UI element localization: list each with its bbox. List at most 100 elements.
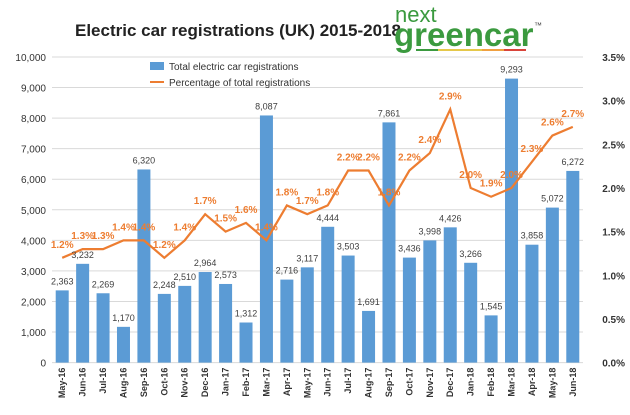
legend-bar-label: Total electric car registrations (169, 62, 299, 73)
line-data-label: 1.4% (255, 222, 278, 233)
bar-data-label: 2,510 (173, 272, 196, 282)
x-tick-label: Jun-17 (323, 368, 333, 397)
bar (55, 290, 69, 363)
x-tick-label: Feb-18 (486, 368, 496, 397)
bar (219, 283, 233, 363)
x-tick-label: Feb-17 (241, 368, 251, 397)
line-data-label: 2.7% (561, 109, 584, 120)
bar-data-label: 6,320 (133, 155, 156, 165)
bar (76, 263, 90, 363)
x-tick-label: Jan-18 (466, 368, 476, 397)
bar (362, 310, 376, 363)
right-tick-label: 1.0% (602, 271, 625, 282)
line-data-label: 1.7% (296, 196, 319, 207)
bar (464, 262, 478, 363)
bar (505, 78, 519, 363)
x-tick-label: Sep-17 (384, 368, 394, 398)
x-tick-label: Oct-16 (159, 368, 169, 396)
right-tick-label: 3.5% (602, 53, 625, 64)
bar-data-label: 8,087 (255, 101, 278, 111)
x-tick-label: Jul-16 (98, 368, 108, 394)
bar (300, 267, 314, 363)
bar (525, 244, 539, 363)
x-tick-label: Aug-17 (364, 368, 374, 399)
bar-data-label: 2,248 (153, 280, 176, 290)
bar-data-label: 3,232 (71, 250, 94, 260)
bar (484, 315, 498, 363)
x-tick-label: May-18 (547, 368, 557, 399)
logo-bar-orange (482, 49, 504, 51)
bar-data-label: 3,117 (296, 253, 318, 263)
x-tick-label: Nov-16 (180, 368, 190, 398)
x-tick-label: Jun-16 (78, 368, 88, 397)
line-data-label: 2.6% (541, 118, 564, 129)
bar (157, 293, 171, 363)
bar (198, 272, 212, 363)
bar-data-label: 9,293 (500, 65, 523, 75)
line-data-label: 1.2% (51, 240, 74, 251)
bar (545, 207, 559, 363)
line-data-label: 2.2% (337, 153, 360, 164)
legend-line-label: Percentage of total registrations (169, 78, 310, 89)
percentage-line (61, 106, 574, 260)
x-tick-label: Apr-18 (527, 368, 537, 397)
left-tick-label: 9,000 (21, 84, 46, 95)
x-tick-label: May-17 (302, 368, 312, 399)
x-tick-label: May-16 (57, 368, 67, 399)
bar (443, 227, 457, 363)
line-data-label: 1.6% (235, 205, 258, 216)
x-tick-label: Mar-18 (507, 368, 517, 397)
x-tick-label: Nov-17 (425, 368, 435, 398)
x-tick-label: Oct-17 (404, 368, 414, 396)
bar-data-label: 6,272 (562, 157, 585, 167)
bar-data-label: 1,545 (480, 301, 503, 311)
line-data-label: 1.9% (480, 179, 503, 190)
bar (96, 293, 110, 363)
line-data-label: 1.7% (194, 196, 217, 207)
line-data-label: 1.8% (378, 187, 401, 198)
bar (239, 322, 253, 363)
logo: next greencar ™ (394, 2, 542, 53)
x-tick-label: Dec-16 (200, 368, 210, 398)
bar-data-label: 2,716 (276, 266, 299, 276)
x-tick-label: Sep-16 (139, 368, 149, 398)
bar-data-label: 3,858 (521, 231, 544, 241)
line-data-label: 2.2% (357, 153, 380, 164)
x-tick-label: Apr-17 (282, 368, 292, 397)
bar-data-label: 3,998 (419, 226, 442, 236)
logo-greencar: greencar (394, 16, 534, 53)
left-tick-label: 2,000 (21, 297, 46, 308)
logo-bar-red (504, 49, 526, 51)
bar (402, 257, 416, 363)
legend: Total electric car registrations Percent… (150, 62, 310, 89)
line-data-label: 1.8% (275, 187, 298, 198)
logo-tm: ™ (534, 21, 542, 30)
logo-next: next (395, 2, 437, 27)
line-data-label: 2.9% (439, 91, 462, 102)
left-tick-label: 0 (40, 359, 46, 370)
line-data-label: 1.4% (112, 222, 135, 233)
line-data-label: 2.2% (398, 153, 421, 164)
right-tick-label: 0.0% (602, 359, 625, 370)
chart-title: Electric car registrations (UK) 2015-201… (75, 21, 401, 40)
bar-data-label: 7,861 (378, 108, 401, 118)
x-tick-label: Jan-17 (221, 368, 231, 397)
right-tick-label: 2.0% (602, 184, 625, 195)
bar (280, 279, 294, 363)
line-data-label: 2.3% (521, 144, 544, 155)
legend-bar-swatch (150, 62, 164, 70)
line-data-label: 1.2% (153, 240, 176, 251)
bar (382, 122, 396, 363)
bar (178, 285, 192, 363)
right-tick-label: 0.5% (602, 315, 625, 326)
right-tick-label: 1.5% (602, 228, 625, 239)
line-data-label: 1.5% (214, 214, 237, 225)
x-tick-label: Dec-17 (445, 368, 455, 398)
logo-bar-yellow (438, 49, 482, 51)
x-tick-label: Aug-16 (118, 368, 128, 399)
left-tick-label: 10,000 (15, 53, 46, 64)
bar (423, 240, 437, 363)
x-tick-label: Jul-17 (343, 368, 353, 394)
bar-data-label: 5,072 (541, 194, 564, 204)
